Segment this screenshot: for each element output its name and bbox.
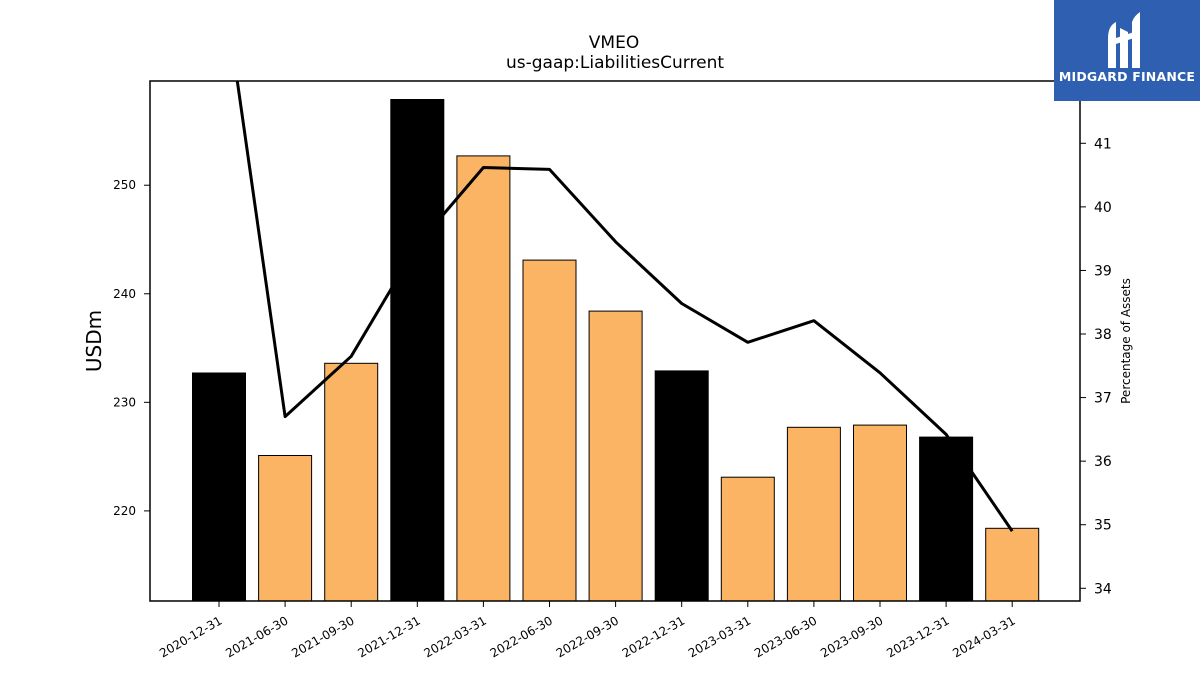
x-tick-label: 2022-06-30: [488, 613, 555, 660]
bar-2020-12-31: [192, 372, 246, 602]
logo: MIDGARD FINANCE: [1054, 0, 1200, 101]
y-tick-label-left: 230: [113, 395, 136, 409]
y-tick-label-left: 240: [113, 287, 136, 301]
bar-2022-12-31: [654, 370, 709, 602]
y-tick-label-right: 38: [1094, 327, 1112, 343]
x-tick-label: 2020-12-31: [157, 613, 224, 660]
x-tick-label: 2023-09-30: [818, 613, 885, 660]
bar-2021-12-31: [390, 99, 445, 602]
y-tick-label-left: 250: [113, 178, 136, 192]
y-tick-label-right: 37: [1094, 391, 1112, 407]
percentage-line: [235, 81, 1014, 532]
bar-2022-03-31: [456, 155, 511, 602]
x-tick-label: 2024-03-31: [950, 613, 1017, 660]
x-tick-label: 2023-12-31: [884, 613, 951, 660]
bar-2023-09-30: [853, 424, 907, 602]
logo-text: MIDGARD FINANCE: [1058, 69, 1196, 84]
x-tick-label: 2021-06-30: [223, 613, 290, 660]
x-tick-label: 2021-09-30: [289, 613, 356, 660]
bar-2023-06-30: [786, 426, 841, 602]
y-tick-label-right: 40: [1094, 200, 1112, 216]
bar-2022-06-30: [522, 259, 577, 602]
x-tick-label: 2022-12-31: [620, 613, 687, 660]
bar-2021-06-30: [258, 455, 313, 602]
bar-2023-03-31: [720, 476, 775, 602]
bar-2024-03-31: [985, 527, 1040, 602]
x-tick-label: 2022-03-31: [421, 613, 488, 660]
chart-title: VMEO: [589, 33, 639, 53]
y-axis-label-left: USDm: [82, 310, 106, 372]
x-tick-label: 2023-06-30: [752, 613, 819, 660]
x-tick-label: 2022-09-30: [554, 613, 621, 660]
y-axis-label-right: Percentage of Assets: [1119, 278, 1133, 404]
y-tick-label-right: 34: [1094, 581, 1112, 597]
chart-subtitle: us-gaap:LiabilitiesCurrent: [506, 53, 724, 73]
y-tick-label-right: 41: [1094, 136, 1112, 152]
plot-frame: [149, 80, 1081, 602]
bar-2022-09-30: [588, 310, 643, 602]
y-tick-label-left: 220: [113, 504, 136, 518]
bar-2023-12-31: [919, 436, 974, 602]
y-tick-label-right: 39: [1094, 263, 1112, 279]
logo-mark-icon: [1108, 12, 1140, 68]
x-tick-label: 2021-12-31: [355, 613, 422, 660]
x-tick-label: 2023-03-31: [686, 613, 753, 660]
y-tick-label-right: 35: [1094, 518, 1112, 534]
y-tick-label-right: 36: [1094, 454, 1112, 470]
bar-2021-09-30: [324, 362, 379, 602]
